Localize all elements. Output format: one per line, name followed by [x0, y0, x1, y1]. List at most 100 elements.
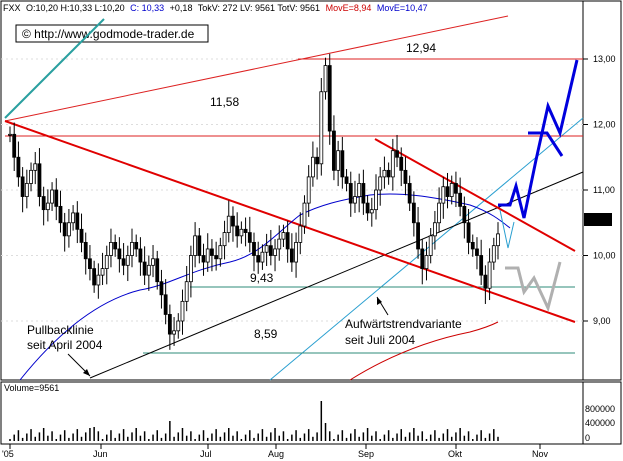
- price-bar-body: [75, 212, 80, 230]
- downtrend-line-main: [4, 120, 576, 323]
- price-bar-body: [113, 241, 118, 250]
- volume-label: Volume=9561: [4, 383, 59, 393]
- price-bar-body: [151, 258, 155, 266]
- price-bar-body: [92, 268, 97, 286]
- annotation-pullback-1: Pullbacklinie: [27, 323, 94, 337]
- moving-average-slow: [349, 321, 499, 381]
- price-bar-body: [172, 330, 176, 335]
- price-bar-body: [327, 65, 332, 132]
- annotation-943: 9,43: [250, 271, 274, 285]
- volume-bars: [9, 401, 499, 441]
- price-bar-body: [403, 169, 408, 184]
- price-bar-body: [109, 241, 113, 256]
- forecast-path-blue-thin: [499, 209, 515, 249]
- annotation-trend-2: seit Juli 2004: [345, 333, 415, 347]
- price-bar-body: [268, 245, 273, 256]
- price-bar-body: [243, 228, 248, 233]
- price-grid: [1, 58, 583, 322]
- price-bar-body: [437, 202, 442, 224]
- price-bar-body: [365, 202, 370, 214]
- price-bar-body: [218, 245, 223, 260]
- price-bar-body: [79, 228, 84, 243]
- price-bar-body: [235, 225, 240, 237]
- price-bar-body: [96, 274, 101, 286]
- price-bar-body: [323, 65, 328, 93]
- header-line: FXX O:10,20 H:10,33 L:10,20 C: 10,33 +0,…: [3, 3, 428, 13]
- upper-channel-line: [4, 15, 509, 122]
- price-bar-body: [273, 248, 277, 256]
- price-bar-body: [83, 241, 88, 260]
- price-bar-body: [62, 222, 67, 237]
- trend-arrowhead: [377, 297, 382, 305]
- price-bar-body: [159, 281, 164, 296]
- price-bar-body: [16, 156, 21, 178]
- x-tick-label: Aug: [268, 449, 284, 459]
- price-bar-body: [306, 176, 311, 204]
- price-bar-body: [24, 183, 29, 197]
- price-bar-body: [193, 235, 198, 256]
- price-bar-body: [176, 320, 181, 332]
- price-bar-body: [445, 186, 450, 197]
- x-tick-label: '05: [2, 449, 14, 459]
- price-bars: [8, 53, 500, 350]
- x-tick-label: Okt: [448, 449, 463, 459]
- watermark-text: © http://www.godmode-trader.de: [22, 27, 195, 41]
- price-bar-body: [167, 314, 172, 335]
- price-bar-body: [12, 133, 17, 158]
- price-bar-body: [319, 91, 324, 165]
- pullback-arrowhead: [83, 369, 90, 376]
- price-bar-body: [432, 222, 437, 237]
- price-bar-body: [180, 300, 185, 322]
- price-bar-body: [357, 183, 362, 197]
- price-bar-body: [475, 248, 479, 256]
- price-bar-body: [353, 196, 357, 204]
- price-bar-body: [390, 150, 395, 178]
- price-bar-body: [45, 202, 50, 211]
- price-bar-body: [332, 130, 336, 171]
- moving-average-fast: [19, 193, 511, 381]
- volume-tick-400000: 400000: [585, 418, 615, 428]
- price-bar-body: [205, 248, 210, 263]
- forecast-path-gray: [505, 261, 562, 313]
- price-bar-body: [281, 232, 286, 240]
- price-bar-body: [201, 255, 206, 263]
- price-bar-body: [483, 274, 488, 289]
- price-bar-body: [348, 183, 353, 204]
- y-tick-label: 11,00: [593, 185, 615, 195]
- price-bar-body: [277, 238, 282, 250]
- price-bar-body: [138, 248, 143, 263]
- price-bar-body: [163, 294, 168, 315]
- header-symbol: FXX: [3, 3, 21, 13]
- price-bar-body: [487, 261, 492, 289]
- price-bar-body: [104, 255, 109, 269]
- price-bar-body: [411, 202, 416, 224]
- header-extra: TokV: 272 LV: 9561 TotV: 9561: [198, 3, 320, 13]
- price-bar-body: [395, 150, 399, 158]
- price-bar-body: [479, 255, 484, 276]
- price-bar-body: [466, 222, 471, 243]
- annotation-trend-1: Aufwärtstrendvariante: [345, 317, 462, 331]
- price-bar-body: [260, 251, 265, 263]
- price-bar-body: [117, 248, 122, 260]
- annotation-1294: 12,94: [406, 41, 436, 55]
- price-bar-body: [315, 156, 320, 165]
- price-bar-body: [88, 258, 92, 269]
- price-bar-body: [344, 176, 349, 184]
- annotation-859: 8,59: [254, 327, 278, 341]
- price-bar-body: [420, 248, 425, 269]
- header-stats: O:10,20 H:10,33 L:10,20: [26, 3, 125, 13]
- price-bar-body: [197, 235, 202, 256]
- price-bar-body: [33, 163, 38, 171]
- forecast-path-blue-hook: [528, 131, 564, 157]
- price-bar-body: [146, 264, 151, 276]
- price-axis-ticks: 13,00 12,00 11,00 10,00 9,00: [583, 54, 616, 326]
- price-bar-body: [231, 215, 235, 227]
- price-bar-body: [214, 255, 219, 260]
- price-bar-body: [374, 189, 378, 211]
- price-bar-body: [50, 189, 54, 204]
- price-bar-body: [399, 156, 404, 171]
- y-tick-label: 10,00: [593, 251, 616, 261]
- price-bar-body: [462, 205, 467, 224]
- price-bar-body: [458, 192, 463, 207]
